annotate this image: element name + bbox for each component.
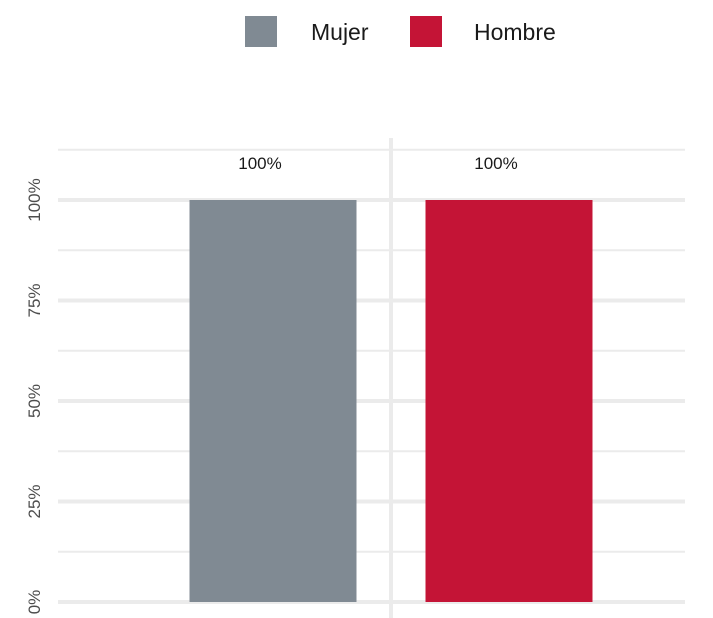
y-tick-label: 0% (25, 590, 44, 615)
legend-swatch-hombre (410, 16, 442, 47)
legend-label-mujer: Mujer (311, 19, 369, 45)
y-tick-label: 100% (25, 178, 44, 221)
legend-label-hombre: Hombre (474, 19, 556, 45)
data-labels: 100% 100% (238, 154, 517, 173)
y-tick-label: 50% (25, 384, 44, 418)
bars (189, 200, 593, 602)
data-label-hombre: 100% (474, 154, 517, 173)
data-label-mujer: 100% (238, 154, 281, 173)
bar-mujer (189, 200, 357, 602)
y-tick-label: 25% (25, 484, 44, 518)
y-axis-ticks: 0% 25% 50% 75% 100% (25, 178, 44, 614)
legend-swatch-mujer (245, 16, 277, 47)
legend: Mujer Hombre (245, 16, 556, 47)
bar-hombre (425, 200, 593, 602)
y-tick-label: 75% (25, 283, 44, 317)
